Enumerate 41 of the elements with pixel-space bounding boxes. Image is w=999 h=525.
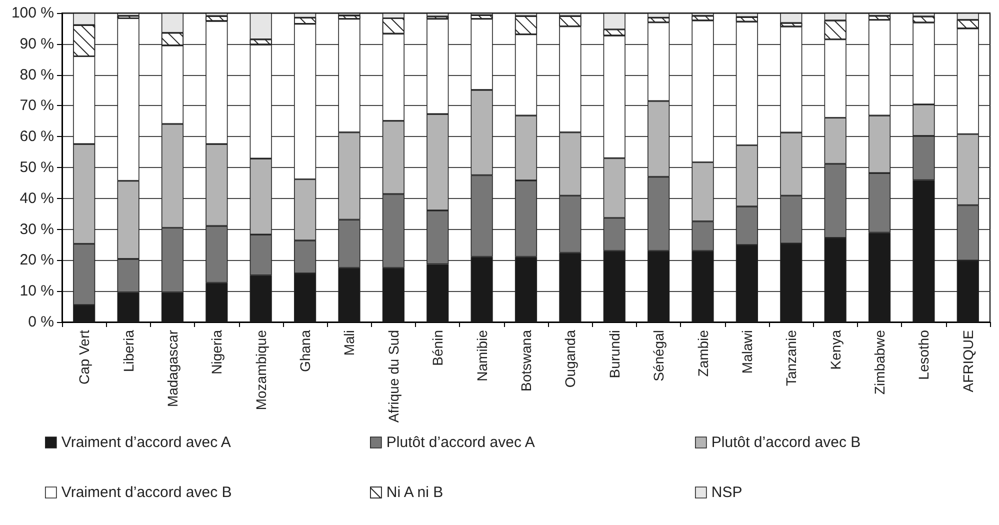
bar [780,13,802,23]
x-tick-label: Kenya [827,330,844,370]
legend-label: NSP [711,484,742,501]
x-tick-label: Sénégal [650,330,667,382]
y-tick-label: 20 % [20,252,54,269]
x-tick-label: Tanzanie [783,330,800,386]
x-tick-label: Mali [341,330,358,356]
y-tick-label: 40 % [20,190,54,207]
y-tick-label: 60 % [20,128,54,146]
x-tick-label: Botswana [518,330,534,392]
x-tick-label: Madagascar [164,330,180,408]
x-tick-label: Ghana [297,330,314,372]
y-tick-label: 10 % [20,282,54,300]
legend-label: Vraiment d’accord avec A [61,434,231,451]
x-tick-label: Cap Vert [76,330,92,384]
bar [736,13,758,18]
bar [426,13,449,16]
x-tick-label: Burundi [606,330,622,378]
x-tick-label: Namibie [474,330,490,382]
y-tick-label: 50 % [20,159,54,176]
x-tick-label: Malawi [738,330,755,374]
x-tick-label: Nigeria [208,330,225,374]
legend-label: Plutôt d’accord avec B [711,434,861,451]
x-tick-label: Zambie [694,330,711,377]
y-tick-label: 80 % [20,66,54,84]
y-tick-label: 100 % [11,4,54,22]
x-tick-label: Afrique du Sud [385,330,402,423]
x-tick-label: Liberia [120,330,136,372]
legend-label: Plutôt d’accord avec A [386,434,535,451]
y-tick-label: 30 % [20,220,54,238]
legend-label: Vraiment d’accord avec B [61,484,232,501]
x-tick-label: Mozambique [252,330,269,410]
x-tick-label: Lesotho [916,330,932,380]
x-tick-label: Zimbabwe [872,330,888,395]
x-tick-label: Ouganda [562,330,578,388]
legend-label: Ni A ni B [386,484,444,501]
y-tick-label: 0 % [28,314,54,330]
y-tick-label: 90 % [20,35,54,52]
x-tick-label: Bénin [430,330,446,366]
y-tick-label: 70 % [20,97,54,114]
x-tick-label: AFRIQUE [960,330,976,392]
